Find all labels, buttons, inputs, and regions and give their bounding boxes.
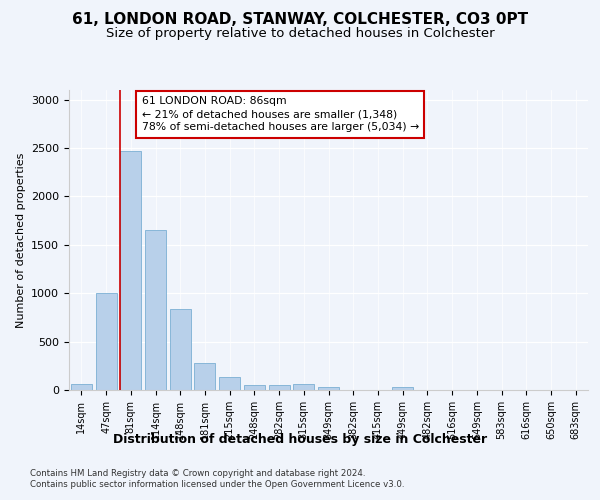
Bar xyxy=(293,384,314,390)
Bar xyxy=(244,384,265,390)
Bar xyxy=(269,384,290,390)
Text: Distribution of detached houses by size in Colchester: Distribution of detached houses by size … xyxy=(113,432,487,446)
Text: Contains HM Land Registry data © Crown copyright and database right 2024.: Contains HM Land Registry data © Crown c… xyxy=(30,469,365,478)
Bar xyxy=(194,363,215,390)
Text: 61, LONDON ROAD, STANWAY, COLCHESTER, CO3 0PT: 61, LONDON ROAD, STANWAY, COLCHESTER, CO… xyxy=(72,12,528,28)
Bar xyxy=(120,151,141,390)
Text: Contains public sector information licensed under the Open Government Licence v3: Contains public sector information licen… xyxy=(30,480,404,489)
Text: Size of property relative to detached houses in Colchester: Size of property relative to detached ho… xyxy=(106,28,494,40)
Bar xyxy=(145,230,166,390)
Bar xyxy=(392,386,413,390)
Text: 61 LONDON ROAD: 86sqm
← 21% of detached houses are smaller (1,348)
78% of semi-d: 61 LONDON ROAD: 86sqm ← 21% of detached … xyxy=(142,96,419,132)
Bar xyxy=(219,378,240,390)
Bar xyxy=(71,384,92,390)
Bar xyxy=(318,387,339,390)
Y-axis label: Number of detached properties: Number of detached properties xyxy=(16,152,26,328)
Bar xyxy=(95,293,116,390)
Bar xyxy=(170,308,191,390)
